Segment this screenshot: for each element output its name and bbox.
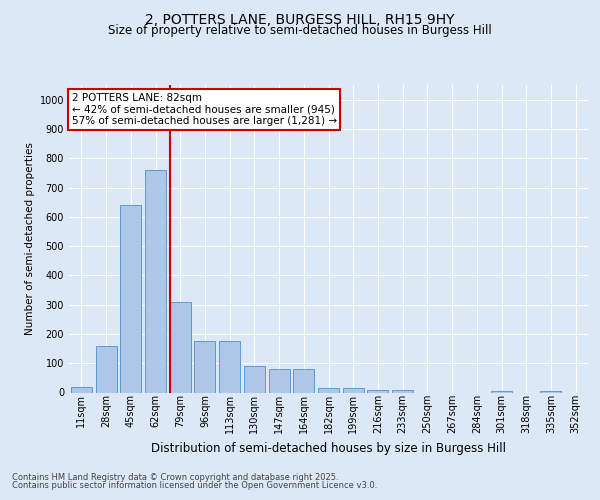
- Bar: [170, 302, 191, 392]
- Bar: [194, 341, 215, 392]
- Bar: [95, 346, 116, 393]
- Y-axis label: Number of semi-detached properties: Number of semi-detached properties: [25, 142, 35, 335]
- Bar: [541, 391, 562, 392]
- Text: 2 POTTERS LANE: 82sqm
← 42% of semi-detached houses are smaller (945)
57% of sem: 2 POTTERS LANE: 82sqm ← 42% of semi-deta…: [71, 92, 337, 126]
- Bar: [392, 390, 413, 392]
- X-axis label: Distribution of semi-detached houses by size in Burgess Hill: Distribution of semi-detached houses by …: [151, 442, 506, 454]
- Bar: [71, 386, 92, 392]
- Text: Contains HM Land Registry data © Crown copyright and database right 2025.: Contains HM Land Registry data © Crown c…: [12, 472, 338, 482]
- Bar: [318, 388, 339, 392]
- Bar: [367, 390, 388, 392]
- Bar: [120, 205, 141, 392]
- Text: 2, POTTERS LANE, BURGESS HILL, RH15 9HY: 2, POTTERS LANE, BURGESS HILL, RH15 9HY: [145, 12, 455, 26]
- Bar: [343, 388, 364, 392]
- Bar: [269, 369, 290, 392]
- Bar: [219, 341, 240, 392]
- Bar: [145, 170, 166, 392]
- Bar: [244, 366, 265, 392]
- Text: Size of property relative to semi-detached houses in Burgess Hill: Size of property relative to semi-detach…: [108, 24, 492, 37]
- Bar: [491, 391, 512, 392]
- Text: Contains public sector information licensed under the Open Government Licence v3: Contains public sector information licen…: [12, 481, 377, 490]
- Bar: [293, 369, 314, 392]
